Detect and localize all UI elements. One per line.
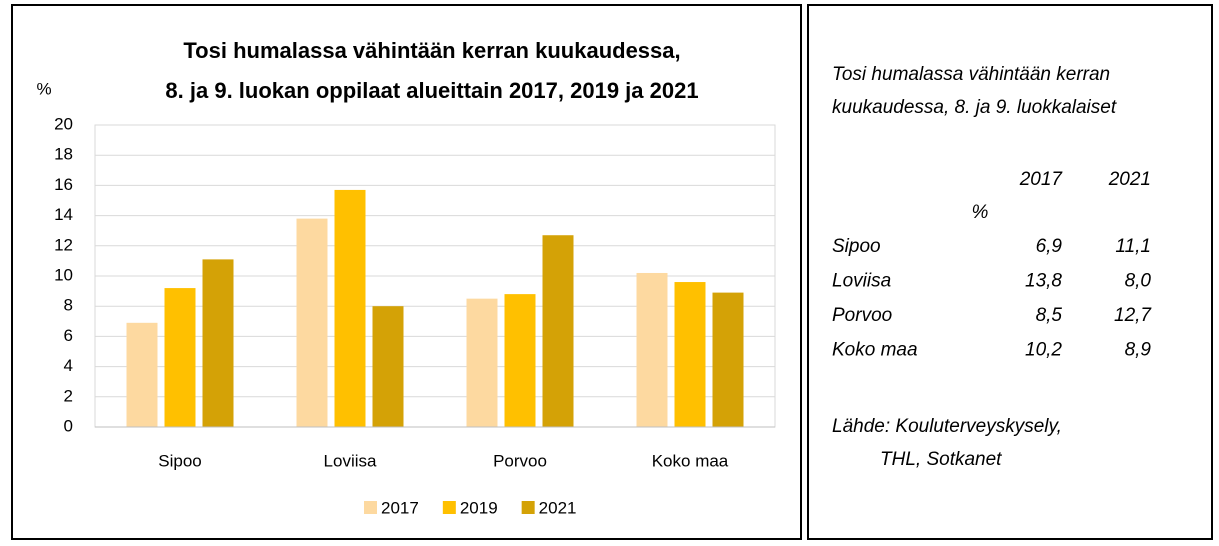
side-frame: [807, 4, 1213, 540]
row-label: Porvoo: [832, 305, 892, 326]
legend-label: 2017: [381, 498, 419, 517]
y-tick-label: 16: [54, 175, 73, 194]
bar: [126, 322, 158, 427]
row-value: 11,1: [1115, 236, 1151, 257]
source: Lähde: Kouluterveyskysely,: [832, 416, 1062, 437]
side-panel: Tosi humalassa vähintään kerran kuukaude…: [832, 64, 1151, 470]
bar: [504, 294, 536, 427]
row-value: 8,5: [1036, 305, 1063, 326]
x-tick-label: Sipoo: [158, 451, 201, 470]
chart-title: 8. ja 9. luokan oppilaat alueittain 2017…: [165, 78, 698, 103]
legend-label: 2021: [539, 498, 577, 517]
unit: %: [972, 202, 989, 223]
column-header: 2017: [1019, 169, 1064, 190]
bar: [542, 235, 574, 427]
chart-title: Tosi humalassa vähintään kerran kuukaude…: [183, 38, 680, 63]
y-tick-label: 14: [54, 205, 73, 224]
bar: [636, 272, 668, 427]
bar: [372, 306, 404, 427]
side-title: Tosi humalassa vähintään kerran: [832, 64, 1110, 85]
x-tick-label: Loviisa: [324, 451, 377, 470]
legend-swatch: [442, 501, 456, 514]
x-tick-label: Koko maa: [652, 451, 729, 470]
y-tick-label: 2: [64, 386, 73, 405]
row-value: 6,9: [1036, 236, 1063, 257]
bar: [202, 259, 234, 427]
y-tick-label: 18: [54, 145, 73, 164]
y-tick-label: 4: [64, 356, 73, 375]
row-value: 10,2: [1025, 340, 1062, 361]
bar: [712, 292, 744, 427]
bar: [164, 288, 196, 427]
row-label: Loviisa: [832, 271, 891, 292]
y-axis-label: %: [36, 79, 51, 98]
legend-swatch: [364, 501, 377, 514]
bar: [466, 298, 498, 427]
bar: [334, 189, 366, 427]
legend-swatch: [521, 501, 535, 514]
x-tick-label: Porvoo: [493, 451, 547, 470]
source: THL, Sotkanet: [880, 449, 1002, 470]
row-value: 13,8: [1025, 271, 1062, 292]
bar: [296, 218, 328, 427]
y-tick-label: 20: [54, 114, 73, 133]
y-tick-label: 10: [54, 265, 73, 284]
row-value: 8,0: [1125, 271, 1152, 292]
y-tick-label: 8: [64, 296, 73, 315]
y-tick-label: 6: [64, 326, 73, 345]
chart-frame: [11, 4, 802, 540]
side-title: kuukaudessa, 8. ja 9. luokkalaiset: [832, 97, 1117, 118]
y-tick-label: 12: [54, 235, 73, 254]
y-tick-label: 0: [64, 416, 73, 435]
column-header: 2021: [1108, 169, 1151, 190]
row-value: 12,7: [1114, 305, 1152, 326]
bar: [674, 282, 706, 427]
row-label: Sipoo: [832, 236, 881, 257]
row-label: Koko maa: [832, 340, 918, 361]
row-value: 8,9: [1125, 340, 1152, 361]
legend-label: 2019: [460, 498, 498, 517]
